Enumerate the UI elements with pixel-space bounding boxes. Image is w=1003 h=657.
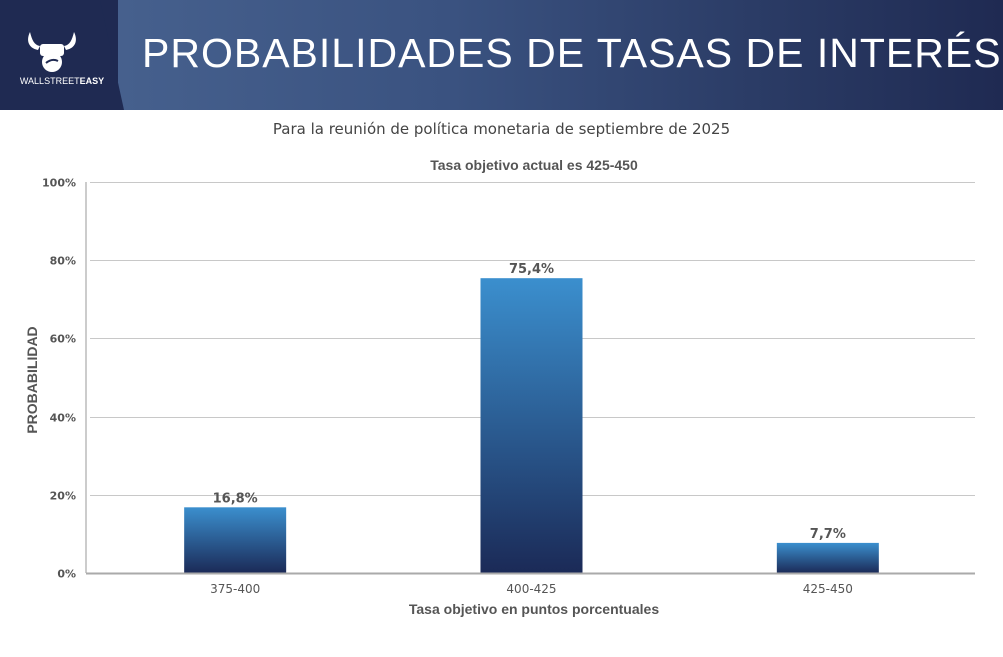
bar-375-400 [184, 507, 287, 573]
y-tick-labels: 0% 20% 40% 60% 80% 100% [42, 177, 76, 581]
y-tick-label: 20% [50, 490, 76, 503]
logo-text-bold: EASY [79, 76, 105, 86]
page-title: PROBABILIDADES DE TASAS DE INTERÉS [142, 30, 1002, 76]
y-axis-label: PROBABILIDAD [24, 326, 40, 433]
y-tick-label: 80% [50, 255, 76, 268]
bar-425-450 [776, 542, 879, 573]
y-tick-label: 100% [42, 177, 76, 190]
data-label: 75,4% [509, 262, 554, 277]
x-tick-label: 400-425 [506, 582, 556, 596]
chart-title: Tasa objetivo actual es 425-450 [430, 157, 638, 173]
y-tick-label: 60% [50, 333, 76, 346]
logo-wordmark: WALLSTREETEASY [12, 76, 112, 86]
data-label: 7,7% [810, 527, 846, 542]
x-tick-label: 425-450 [803, 582, 853, 596]
chart-subtitle: Para la reunión de política monetaria de… [272, 120, 731, 138]
logo-text-light: WALLSTREET [19, 76, 80, 86]
y-tick-label: 0% [57, 568, 76, 581]
bar-400-425 [480, 278, 583, 573]
x-axis-label: Tasa objetivo en puntos porcentuales [409, 601, 659, 617]
y-tick-label: 40% [50, 412, 76, 425]
header-banner: WALLSTREETEASY PROBABILIDADES DE TASAS D… [0, 0, 1003, 110]
data-label: 16,8% [213, 491, 258, 506]
bars: 16,8% 75,4% 7,7% [184, 262, 879, 573]
bull-fist-icon [28, 32, 76, 72]
x-tick-labels: 375-400 400-425 425-450 [210, 582, 853, 596]
x-tick-label: 375-400 [210, 582, 260, 596]
